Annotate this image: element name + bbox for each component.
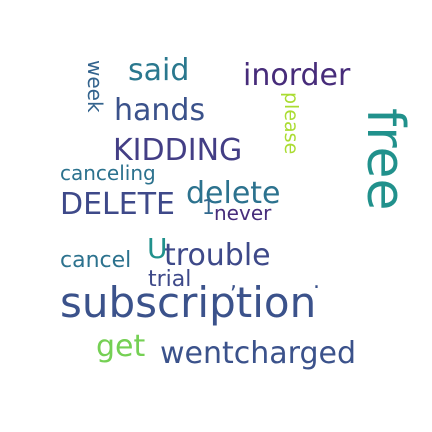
- word-canceling: canceling: [60, 161, 156, 185]
- word-one: 1: [202, 195, 215, 219]
- word-cancel: cancel: [60, 248, 131, 273]
- word-get: get: [96, 329, 146, 364]
- word-free: free: [355, 108, 415, 211]
- word-trouble: trouble: [164, 238, 271, 273]
- word-KIDDING: KIDDING: [113, 133, 242, 168]
- word-week: week: [83, 60, 107, 113]
- word-subscription: subscription: [60, 278, 316, 327]
- word-never: never: [214, 201, 272, 225]
- word-trial: trial: [148, 267, 191, 292]
- word-period: .: [313, 269, 320, 294]
- word-U: U: [147, 232, 168, 265]
- word-inorder: inorder: [243, 58, 351, 93]
- word-DELETE: DELETE: [60, 187, 175, 222]
- word-said: said: [128, 53, 189, 88]
- word-please: please: [280, 92, 302, 154]
- word-hands: hands: [114, 93, 205, 128]
- word-delete: delete: [186, 176, 281, 211]
- word-wentcharged: wentcharged: [160, 336, 356, 371]
- word-comma: ,: [230, 269, 237, 294]
